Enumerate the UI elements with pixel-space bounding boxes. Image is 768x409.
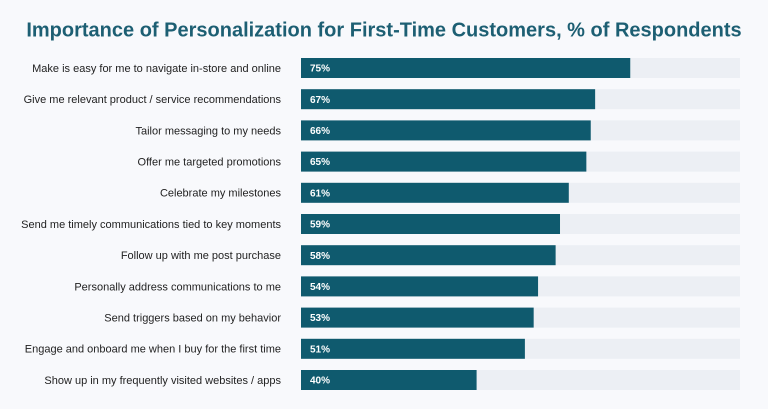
value-label: 51% — [310, 344, 330, 355]
category-label: Give me relevant product / service recom… — [24, 94, 282, 106]
category-label: Personally address communications to me — [74, 281, 281, 293]
bar — [301, 120, 591, 141]
value-label: 66% — [310, 126, 330, 137]
value-label: 40% — [310, 376, 330, 387]
category-label: Show up in my frequently visited website… — [44, 375, 281, 387]
value-label: 59% — [310, 220, 330, 231]
category-label: Offer me targeted promotions — [138, 157, 282, 169]
category-label: Tailor messaging to my needs — [135, 125, 281, 137]
category-label: Follow up with me post purchase — [121, 250, 281, 262]
category-label: Send triggers based on my behavior — [104, 313, 281, 325]
value-label: 75% — [310, 64, 330, 75]
bar — [301, 89, 596, 110]
bar — [301, 182, 569, 203]
value-label: 53% — [310, 313, 330, 324]
value-label: 61% — [310, 188, 330, 199]
value-label: 65% — [310, 157, 330, 168]
bar — [301, 151, 587, 172]
chart-title: Importance of Personalization for First-… — [26, 19, 741, 41]
value-label: 67% — [310, 95, 330, 106]
bar — [301, 307, 534, 328]
bar — [301, 245, 556, 266]
category-label: Celebrate my milestones — [160, 188, 282, 200]
bar — [301, 214, 561, 234]
bar — [301, 58, 631, 78]
bar — [301, 338, 525, 359]
bar — [301, 276, 539, 297]
bar — [301, 370, 477, 390]
value-label: 54% — [310, 282, 330, 293]
category-label: Engage and onboard me when I buy for the… — [25, 344, 281, 356]
value-label: 58% — [310, 251, 330, 262]
category-label: Make is easy for me to navigate in-store… — [32, 63, 281, 75]
category-label: Send me timely communications tied to ke… — [21, 219, 281, 231]
